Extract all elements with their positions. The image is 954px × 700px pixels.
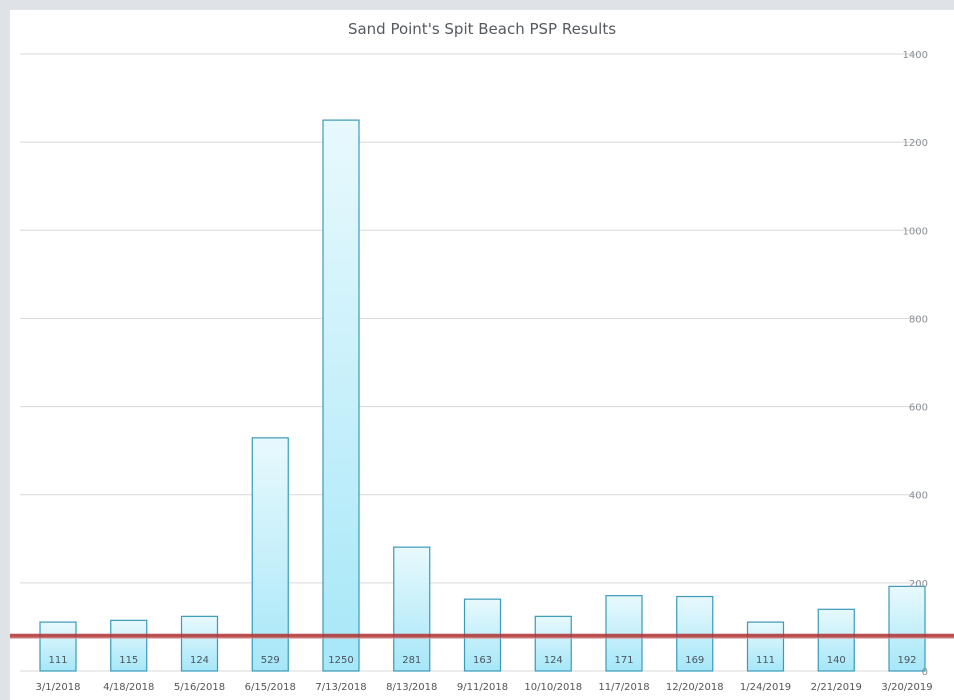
bar-value-label: 140 [827, 655, 846, 666]
bar [534, 615, 572, 672]
bar [110, 619, 148, 672]
bar-value-label: 192 [897, 655, 916, 666]
x-tick-label: 10/10/2018 [524, 682, 582, 693]
y-tick-label: 1200 [903, 138, 928, 149]
y-tick-label: 0 [922, 667, 928, 678]
x-tick-label: 3/1/2018 [36, 682, 81, 693]
x-tick-label: 7/13/2018 [315, 682, 366, 693]
bar [888, 585, 926, 672]
bar-value-label: 111 [756, 655, 775, 666]
y-tick-label: 600 [909, 403, 928, 414]
y-tick-label: 1000 [903, 226, 928, 237]
x-tick-label: 4/18/2018 [103, 682, 154, 693]
bar [605, 595, 643, 672]
bars [39, 119, 926, 672]
labels: 0 200 400 600 800 1000 1200 1400 111 3/1/2018 115 4… [36, 50, 933, 693]
chart-title: Sand Point's Spit Beach PSP Results [347, 20, 617, 38]
y-tick-label: 200 [909, 579, 928, 590]
x-tick-label: 6/15/2018 [245, 682, 296, 693]
x-tick-label: 3/20/2019 [881, 682, 932, 693]
threshold-line [10, 633, 954, 639]
bar [251, 437, 289, 672]
bar-value-label: 124 [190, 655, 209, 666]
bar-value-label: 111 [48, 655, 67, 666]
y-tick-label: 1400 [903, 50, 928, 61]
bar [817, 608, 855, 672]
x-tick-label: 1/24/2019 [740, 682, 791, 693]
bar-value-label: 529 [261, 655, 280, 666]
x-tick-label: 12/20/2018 [666, 682, 724, 693]
bar-value-label: 115 [119, 655, 138, 666]
x-tick-label: 9/11/2018 [457, 682, 508, 693]
x-tick-label: 2/21/2019 [811, 682, 862, 693]
bar [180, 615, 219, 672]
bar-value-label: 124 [544, 655, 563, 666]
bar [746, 621, 785, 672]
bar-value-label: 281 [402, 655, 421, 666]
bar [39, 621, 77, 672]
chart-area: Sand Point's Spit Beach PSP Results 0 200… [10, 10, 954, 700]
bar-value-label: 163 [473, 655, 492, 666]
bar-chart: 0 200 400 600 800 1000 1200 1400 111 3/1/2018 115 4… [10, 50, 954, 693]
bar-value-label: 171 [614, 655, 633, 666]
y-tick-label: 400 [909, 491, 928, 502]
bar [322, 119, 360, 672]
bar-value-label: 1250 [328, 655, 353, 666]
x-tick-label: 11/7/2018 [598, 682, 649, 693]
x-tick-label: 8/13/2018 [386, 682, 437, 693]
gridlines [20, 53, 920, 672]
bar-value-label: 169 [685, 655, 704, 666]
y-tick-label: 800 [909, 314, 928, 325]
bar [393, 546, 431, 672]
x-tick-label: 5/16/2018 [174, 682, 225, 693]
